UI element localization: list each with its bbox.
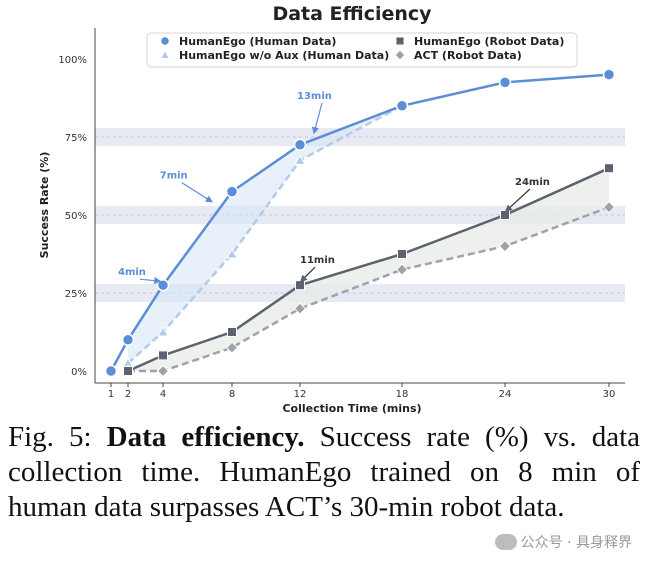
x-tick-label: 8: [229, 389, 235, 400]
data-point-square: [295, 280, 305, 291]
annotation-label: 24min: [515, 177, 550, 188]
series-line-0: [109, 73, 610, 372]
chart-title: Data Efficiency: [272, 3, 432, 25]
annotation-arrow: [299, 266, 316, 283]
legend-box: [146, 32, 578, 68]
annotation-label: 11min: [300, 255, 335, 266]
figure-caption: Fig. 5: Data efficiency. Success rate (%…: [8, 420, 640, 525]
data-point-diamond: [225, 341, 239, 354]
caption-heading: Data efficiency.: [106, 421, 305, 453]
annotation-arrow: [139, 277, 162, 285]
x-tick-label: 1: [108, 389, 114, 400]
annotation-arrow: [504, 188, 531, 212]
x-tick-label: 18: [396, 389, 409, 400]
x-tick-label: 30: [603, 389, 616, 400]
y-tick-label: 0%: [71, 367, 87, 378]
y-tick-label: 50%: [65, 211, 87, 222]
watermark: 公众号 · 具身释界: [494, 532, 632, 552]
data-point-square: [604, 163, 614, 174]
x-tick-label: 24: [499, 389, 512, 400]
legend-entry: HumanEgo w/o Aux (Human Data): [179, 49, 389, 62]
data-point-triangle: [157, 325, 169, 337]
annotation-label: 4min: [118, 267, 146, 278]
data-point-diamond: [395, 263, 409, 276]
legend-entry: ACT (Robot Data): [414, 49, 522, 62]
data-point-diamond: [498, 239, 512, 253]
watermark-text: 公众号 · 具身释界: [520, 535, 632, 551]
data-point-diamond: [293, 302, 307, 315]
legend-entry: HumanEgo (Human Data): [179, 35, 336, 48]
data-point-diamond: [602, 200, 616, 214]
x-axis-label: Collection Time (mins): [282, 402, 421, 415]
data-point-triangle: [226, 247, 238, 259]
data-point-circle: [225, 185, 239, 198]
y-axis-label: Success Rate (%): [38, 152, 51, 259]
wechat-icon: [494, 534, 517, 550]
data-point-diamond: [156, 364, 170, 378]
y-tick-label: 25%: [65, 289, 87, 300]
data-point-circle: [395, 99, 409, 113]
data-efficiency-chart: 0%25%50%75%100%1 2 4 8 12 18 24 30 4min7min13mi…: [38, 3, 625, 415]
x-tick-label: 2: [125, 389, 131, 400]
data-point-circle: [121, 333, 135, 347]
annotations: 4min 7min 13min 11min 24min: [118, 91, 550, 285]
x-tick-label: 4: [160, 389, 166, 400]
axes: 0%25%50%75%100%1 2 4 8 12 18 24 30: [58, 28, 625, 400]
data-point-square: [500, 210, 510, 220]
robot-gap-fill: [128, 168, 609, 371]
annotation-label: 13min: [297, 91, 332, 102]
data-point-circle: [293, 138, 307, 152]
data-point-circle: [104, 364, 118, 378]
annotation-arrow: [312, 102, 323, 135]
data-point-square: [123, 366, 133, 376]
data-point-triangle: [294, 154, 306, 165]
data-point-square: [397, 249, 407, 259]
legend-marker: [159, 35, 171, 47]
y-tick-label: 75%: [65, 133, 87, 144]
data-point-square: [158, 350, 168, 361]
y-tick-label: 100%: [58, 55, 87, 66]
figure-label: Fig. 5:: [8, 421, 92, 453]
annotation-label: 7min: [160, 171, 188, 182]
legend-marker: [159, 49, 171, 60]
caption-body: Success rate (%) vs. data collection tim…: [8, 421, 640, 523]
data-point-circle: [498, 76, 512, 89]
data-point-circle: [602, 68, 616, 81]
annotation-arrow: [181, 182, 213, 203]
legend-marker: [394, 49, 406, 61]
x-tick-label: 12: [294, 389, 307, 400]
legend-marker: [395, 36, 405, 46]
legend: HumanEgo (Human Data)HumanEgo w/o Aux (H…: [146, 32, 578, 68]
data-point-square: [227, 327, 237, 337]
series-markers: [104, 68, 616, 378]
legend-entry: HumanEgo (Robot Data): [414, 35, 564, 48]
